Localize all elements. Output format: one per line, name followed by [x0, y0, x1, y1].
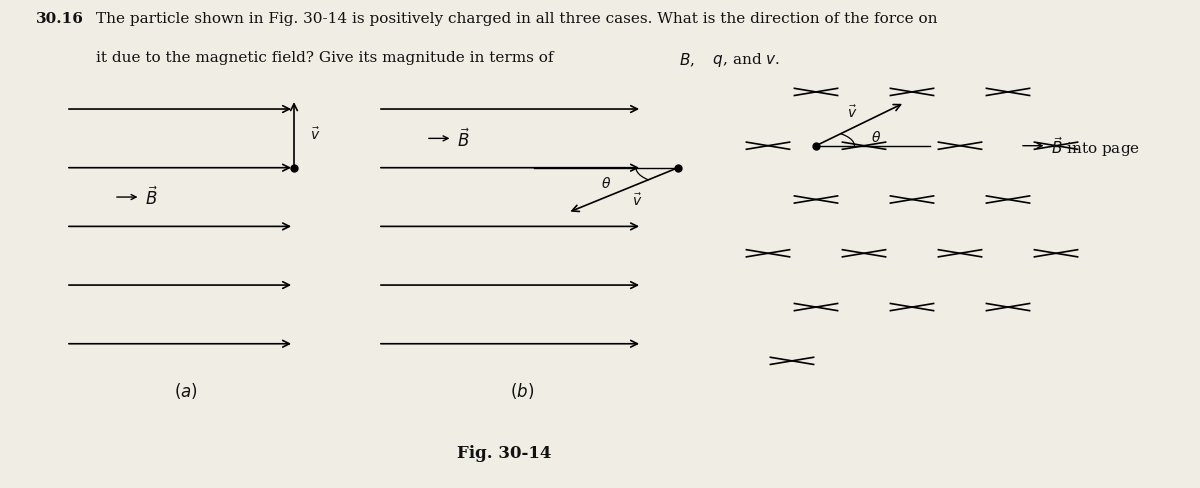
Text: $\theta$: $\theta$ — [601, 176, 611, 190]
Text: $\vec{v}$: $\vec{v}$ — [310, 126, 320, 142]
Text: $\vec{B}$: $\vec{B}$ — [145, 186, 158, 209]
Text: $\vec{B}$: $\vec{B}$ — [457, 128, 470, 150]
Text: $B$,: $B$, — [679, 51, 695, 69]
Text: 30.16: 30.16 — [36, 12, 84, 26]
Text: $\vec{B}$ into page: $\vec{B}$ into page — [1051, 135, 1140, 158]
Text: it due to the magnetic field? Give its magnitude in terms of: it due to the magnetic field? Give its m… — [96, 51, 558, 65]
Text: $\theta$: $\theta$ — [871, 130, 881, 145]
Text: $\vec{v}$: $\vec{v}$ — [847, 104, 857, 121]
Text: Fig. 30-14: Fig. 30-14 — [457, 444, 551, 461]
Text: $\vec{v}$: $\vec{v}$ — [632, 192, 643, 208]
Text: The particle shown in Fig. 30-14 is positively charged in all three cases. What : The particle shown in Fig. 30-14 is posi… — [96, 12, 937, 26]
Text: $(b)$: $(b)$ — [510, 380, 534, 400]
Text: $(a)$: $(a)$ — [174, 380, 198, 400]
Text: $q$, and $v$.: $q$, and $v$. — [708, 51, 780, 69]
